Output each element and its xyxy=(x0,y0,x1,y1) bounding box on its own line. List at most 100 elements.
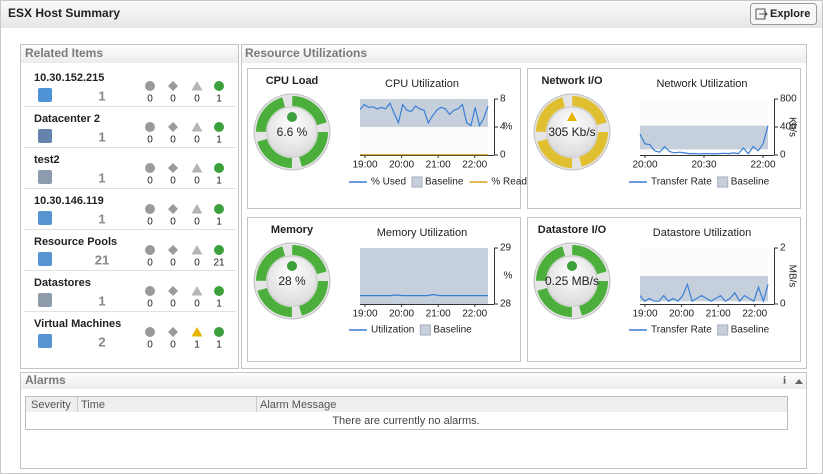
x-tick-label: 22:00 xyxy=(742,309,767,320)
column-header[interactable]: Severity xyxy=(31,399,71,411)
state-count: 0 xyxy=(194,135,200,146)
state-count: 0 xyxy=(170,258,176,269)
state-count: 1 xyxy=(216,340,222,351)
resources-title: Resource Utilizations xyxy=(245,46,367,60)
chart-title: Datastore Utilization xyxy=(653,227,751,239)
column-header[interactable]: Alarm Message xyxy=(260,399,336,411)
legend-label: Transfer Rate xyxy=(651,325,712,336)
item-name[interactable]: 10.30.152.215 xyxy=(34,72,104,84)
card-title: Memory xyxy=(271,224,314,236)
gauge-inner xyxy=(546,106,598,158)
item-name[interactable]: test2 xyxy=(34,154,60,166)
item-name[interactable]: Resource Pools xyxy=(34,236,117,248)
gauge-status xyxy=(287,112,297,122)
y-tick-label: 400 xyxy=(780,122,797,133)
alarms-table-header xyxy=(26,397,787,412)
state-count: 0 xyxy=(147,340,153,351)
state-count: 0 xyxy=(170,217,176,228)
state-icon xyxy=(214,245,224,255)
explore-button[interactable]: Explore xyxy=(750,3,817,25)
gauge-ring xyxy=(256,245,328,317)
gauge-value: 28 % xyxy=(278,274,306,288)
info-icon[interactable]: i xyxy=(783,375,786,387)
state-icon xyxy=(145,245,155,255)
related-panel xyxy=(20,44,239,369)
item-icon xyxy=(38,334,52,348)
legend-swatch xyxy=(717,176,729,188)
axis-unit: Kb/s xyxy=(786,117,797,137)
x-tick-label: 19:00 xyxy=(352,309,377,320)
x-tick-label: 19:00 xyxy=(632,309,657,320)
page-title: ESX Host Summary xyxy=(8,6,120,20)
series-line xyxy=(359,102,489,128)
legend-label: % Ready xyxy=(491,177,532,188)
state-icon xyxy=(145,81,155,91)
state-icon xyxy=(191,81,203,91)
state-icon xyxy=(214,327,224,337)
state-count: 0 xyxy=(194,176,200,187)
state-count: 1 xyxy=(194,340,200,351)
header-bar xyxy=(1,1,822,28)
state-count: 1 xyxy=(216,176,222,187)
gauge-value: 6.6 % xyxy=(277,125,308,139)
state-count: 0 xyxy=(147,299,153,310)
state-icon xyxy=(191,204,203,214)
explore-label[interactable]: Explore xyxy=(770,8,810,20)
gauge-inner xyxy=(266,106,318,158)
state-icon xyxy=(214,204,224,214)
related-title: Related Items xyxy=(25,46,103,60)
gauge-status xyxy=(287,261,297,271)
chart-title: CPU Utilization xyxy=(385,78,459,90)
x-tick-label: 22:00 xyxy=(462,160,487,171)
state-icon xyxy=(168,122,178,132)
x-tick-label: 22:00 xyxy=(750,160,775,171)
column-header[interactable]: Time xyxy=(81,399,105,411)
y-tick-label: 29 xyxy=(500,243,512,254)
y-tick-label: 800 xyxy=(780,94,797,105)
item-name[interactable]: Datastores xyxy=(34,277,91,289)
gauge-ring xyxy=(536,245,608,317)
item-icon xyxy=(38,129,52,143)
state-count: 0 xyxy=(194,94,200,105)
chart-title: Network Utilization xyxy=(656,78,747,90)
x-tick-label: 20:00 xyxy=(669,309,694,320)
axis-unit: % xyxy=(504,271,513,282)
card-title: Network I/O xyxy=(541,75,603,87)
state-count: 0 xyxy=(194,258,200,269)
legend-label: Baseline xyxy=(731,325,770,336)
series-line xyxy=(360,293,488,297)
gauge-value: 305 Kb/s xyxy=(548,125,595,139)
item-icon xyxy=(38,252,52,266)
gauge-value: 0.25 MB/s xyxy=(545,274,599,288)
state-icon xyxy=(145,327,155,337)
item-count: 1 xyxy=(98,293,105,308)
y-tick-label: 0 xyxy=(500,150,506,161)
collapse-icon[interactable] xyxy=(795,379,803,384)
item-count: 1 xyxy=(98,170,105,185)
y-tick-label: 0 xyxy=(780,299,786,310)
state-count: 0 xyxy=(147,135,153,146)
gauge-ring xyxy=(536,96,608,168)
state-icon xyxy=(214,163,224,173)
legend-label: Utilization xyxy=(371,325,414,336)
item-count: 1 xyxy=(98,129,105,144)
y-tick-label: 8 xyxy=(500,94,506,105)
item-icon xyxy=(38,88,52,102)
state-count: 0 xyxy=(170,340,176,351)
state-icon xyxy=(168,81,178,91)
x-tick-label: 21:00 xyxy=(426,309,451,320)
item-name[interactable]: Virtual Machines xyxy=(34,318,121,330)
alarms-title: Alarms xyxy=(25,373,66,387)
axis-unit: % xyxy=(504,122,513,133)
item-count: 1 xyxy=(98,88,105,103)
series-line xyxy=(639,125,769,155)
series-line xyxy=(639,282,769,304)
state-icon xyxy=(145,163,155,173)
item-name[interactable]: Datacenter 2 xyxy=(34,113,100,125)
x-tick-label: 22:00 xyxy=(462,309,487,320)
state-icon xyxy=(168,286,178,296)
resources-header xyxy=(242,45,806,63)
item-name[interactable]: 10.30.146.119 xyxy=(34,195,104,207)
state-icon xyxy=(191,286,203,296)
explore-button-frame[interactable] xyxy=(750,3,817,25)
